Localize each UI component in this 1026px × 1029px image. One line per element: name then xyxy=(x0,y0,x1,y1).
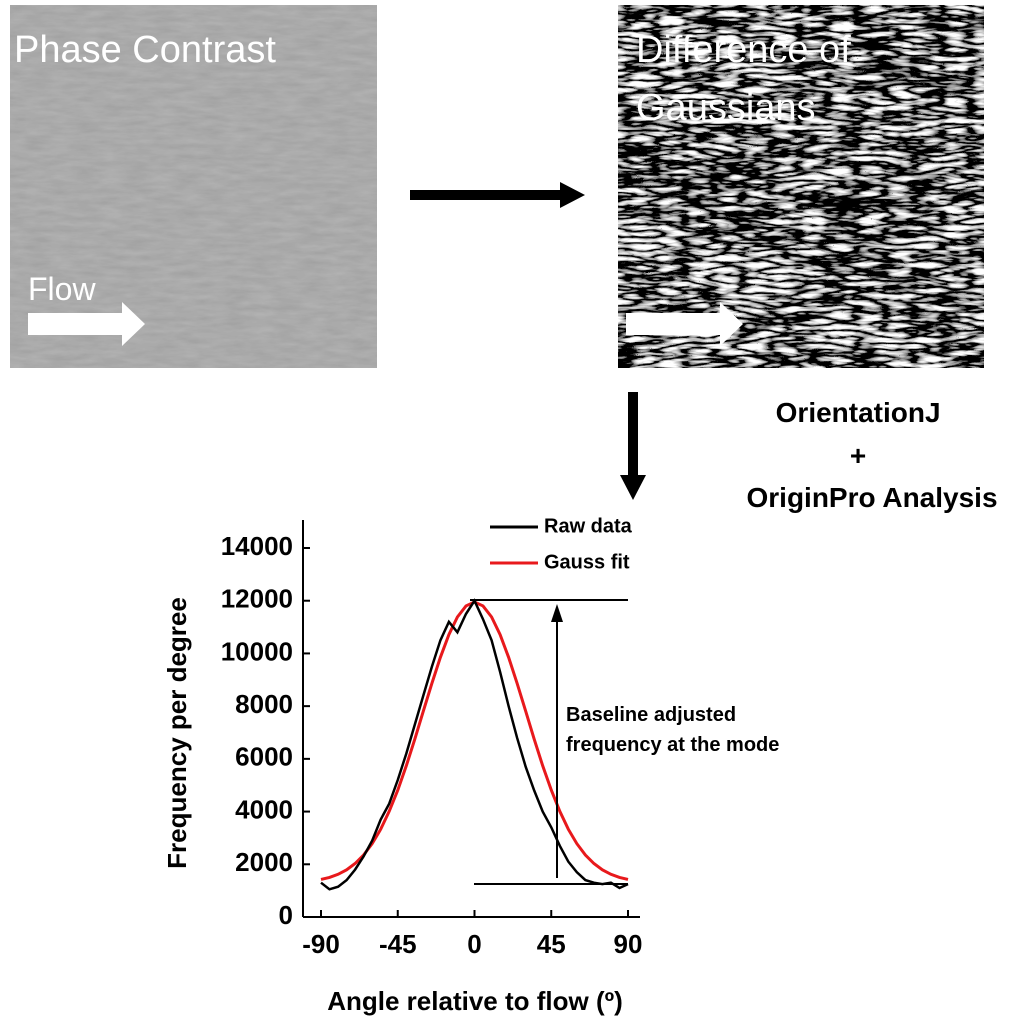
legend-label: Raw data xyxy=(544,515,633,537)
legend-label: Gauss fit xyxy=(544,551,630,573)
x-tick-label: -45 xyxy=(379,929,417,959)
x-axis-label: Angle relative to flow (º) xyxy=(327,986,623,1016)
analysis-text: OrientationJ + OriginPro Analysis xyxy=(746,397,997,513)
y-tick-label: 14000 xyxy=(221,531,293,561)
dog-texture xyxy=(618,5,984,368)
span-arrowhead xyxy=(551,604,563,622)
panel-title: Difference of Gaussians xyxy=(636,29,851,129)
annotation: Baseline adjusted frequency at the mode xyxy=(566,704,779,756)
annotation-line: frequency at the mode xyxy=(566,734,779,756)
chart: 0 2000 4000 6000 8000 10000 12000 14000 -90 -45 0 4… xyxy=(162,515,779,1016)
phase-texture xyxy=(10,5,377,368)
process-arrow xyxy=(410,182,585,208)
panel-title: Phase Contrast xyxy=(14,29,276,71)
y-tick-label: 10000 xyxy=(221,636,293,666)
y-tick-label: 0 xyxy=(279,900,293,930)
y-tick-label: 12000 xyxy=(221,584,293,614)
x-tick-label: 45 xyxy=(537,929,566,959)
y-tick-label: 8000 xyxy=(235,689,293,719)
y-tick-label: 4000 xyxy=(235,794,293,824)
flow-arrow xyxy=(626,302,743,346)
x-tick-label: 90 xyxy=(614,929,643,959)
y-tick-label: 2000 xyxy=(235,847,293,877)
x-tick-label: -90 xyxy=(302,929,340,959)
flow-arrow xyxy=(28,302,145,346)
annotation-line: Baseline adjusted xyxy=(566,704,736,726)
y-tick-label: 6000 xyxy=(235,742,293,772)
flow-label: Flow xyxy=(28,271,96,307)
y-axis-label: Frequency per degree xyxy=(162,597,192,869)
process-arrow xyxy=(620,392,646,500)
x-tick-label: 0 xyxy=(467,929,481,959)
